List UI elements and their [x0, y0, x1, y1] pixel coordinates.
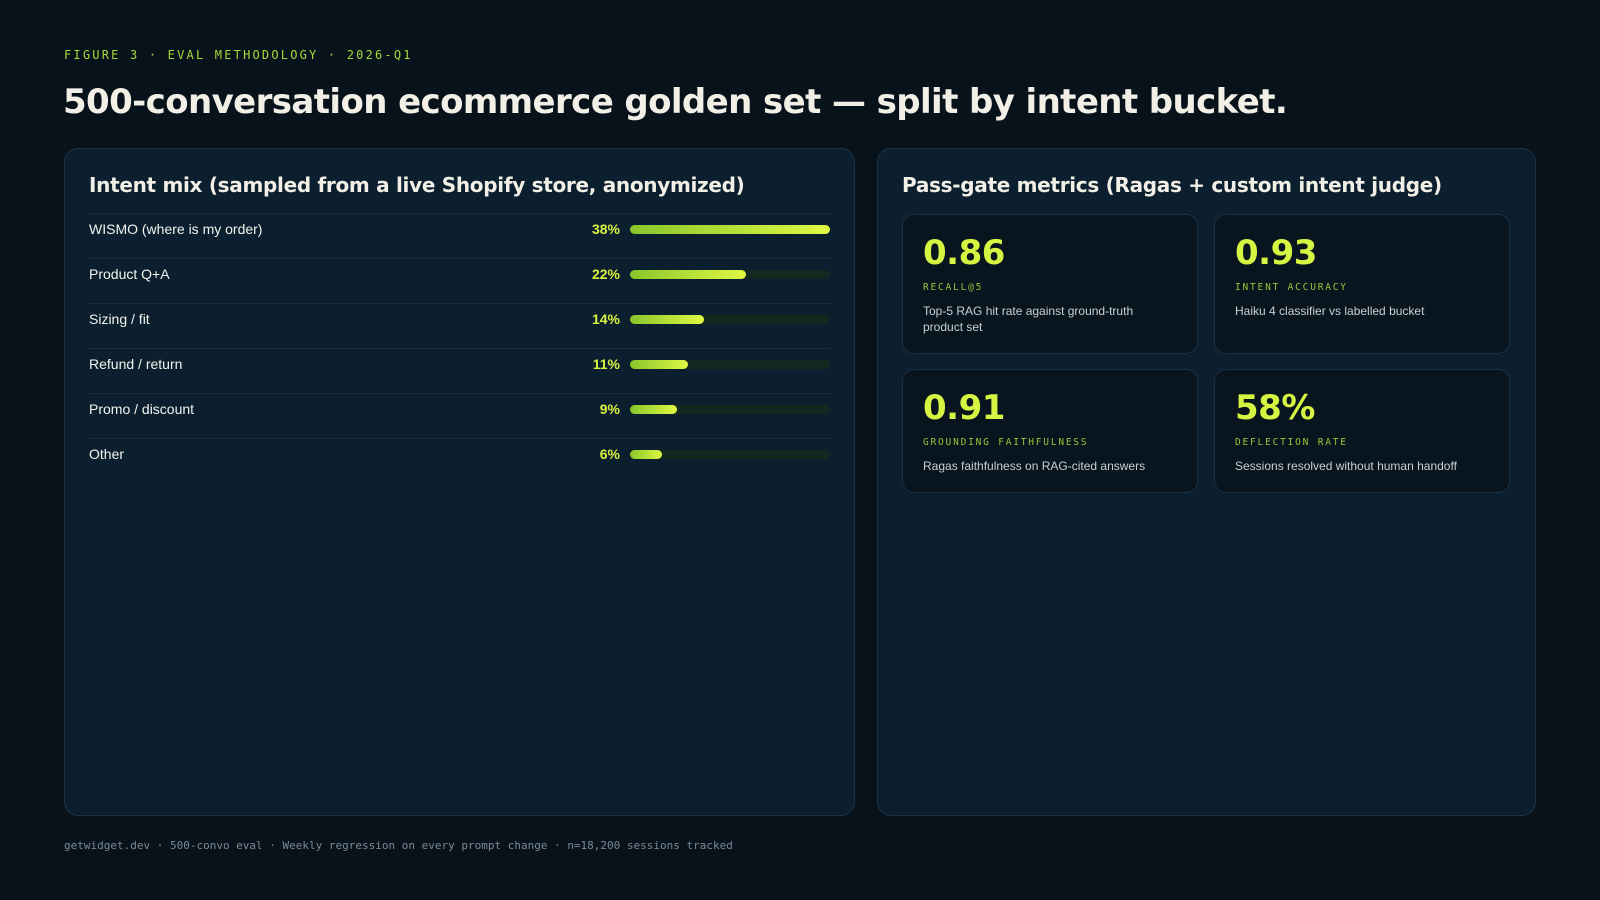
- intent-bar-track: [630, 225, 830, 234]
- intent-row: Product Q+A 22%: [89, 258, 830, 303]
- intent-label: Refund / return: [89, 356, 183, 372]
- intent-bar-fill: [630, 450, 662, 459]
- metric-description: Top-5 RAG hit rate against ground-truth …: [923, 304, 1134, 334]
- intent-bar-track: [630, 360, 830, 369]
- intent-bar-fill: [630, 315, 704, 324]
- intent-label: Other: [89, 446, 125, 462]
- intent-percent: 38%: [591, 221, 620, 237]
- intent-percent: 22%: [591, 266, 620, 282]
- metric-value: 0.91: [923, 388, 1005, 428]
- intent-row: Refund / return 11%: [89, 348, 830, 393]
- intent-bar-track: [630, 315, 830, 324]
- intent-label: WISMO (where is my order): [89, 221, 263, 237]
- page-title: 500-conversation ecommerce golden set — …: [63, 82, 1288, 122]
- intent-bar-fill: [630, 225, 830, 234]
- intent-row: Sizing / fit 14%: [89, 303, 830, 348]
- metric-card-grounding: 0.91 GROUNDING FAITHFULNESS Ragas faithf…: [902, 369, 1198, 493]
- metric-card-recall: 0.86 RECALL@5 Top-5 RAG hit rate against…: [902, 214, 1198, 354]
- metric-label: INTENT ACCURACY: [1235, 282, 1348, 293]
- metric-label: DEFLECTION RATE: [1235, 437, 1348, 448]
- metric-card-intent-accuracy: 0.93 INTENT ACCURACY Haiku 4 classifier …: [1214, 214, 1510, 354]
- pass-gate-title: Pass-gate metrics (Ragas + custom intent…: [902, 173, 1442, 197]
- intent-bar-track: [630, 405, 830, 414]
- intent-bar-track: [630, 270, 830, 279]
- intent-mix-panel: Intent mix (sampled from a live Shopify …: [64, 148, 855, 816]
- intent-bar-fill: [630, 270, 746, 279]
- intent-row: Other 6%: [89, 438, 830, 483]
- intent-bar-fill: [630, 360, 688, 369]
- metric-label: RECALL@5: [923, 282, 984, 293]
- intent-bar-fill: [630, 405, 678, 414]
- intent-list: WISMO (where is my order) 38% Product Q+…: [89, 213, 830, 483]
- intent-row: WISMO (where is my order) 38%: [89, 213, 830, 258]
- metric-value: 0.93: [1235, 233, 1317, 273]
- intent-percent: 9%: [599, 401, 620, 417]
- figure-eyebrow: FIGURE 3 · EVAL METHODOLOGY · 2026-Q1: [64, 48, 413, 62]
- metric-description: Sessions resolved without human handoff: [1235, 459, 1457, 473]
- intent-row: Promo / discount 9%: [89, 393, 830, 438]
- metric-description: Haiku 4 classifier vs labelled bucket: [1235, 304, 1425, 318]
- metric-label: GROUNDING FAITHFULNESS: [923, 437, 1089, 448]
- metric-description: Ragas faithfulness on RAG-cited answers: [923, 459, 1146, 473]
- intent-percent: 6%: [599, 446, 620, 462]
- pass-gate-panel: Pass-gate metrics (Ragas + custom intent…: [877, 148, 1536, 816]
- footer-note: getwidget.dev · 500-convo eval · Weekly …: [64, 839, 733, 852]
- intent-label: Promo / discount: [89, 401, 195, 417]
- intent-label: Sizing / fit: [89, 311, 150, 327]
- intent-label: Product Q+A: [89, 266, 170, 282]
- intent-mix-title: Intent mix (sampled from a live Shopify …: [89, 173, 745, 197]
- intent-percent: 11%: [592, 356, 620, 372]
- metric-value: 0.86: [923, 233, 1005, 273]
- metric-value: 58%: [1235, 388, 1315, 428]
- intent-percent: 14%: [591, 311, 620, 327]
- metric-card-deflection: 58% DEFLECTION RATE Sessions resolved wi…: [1214, 369, 1510, 493]
- intent-bar-track: [630, 450, 830, 459]
